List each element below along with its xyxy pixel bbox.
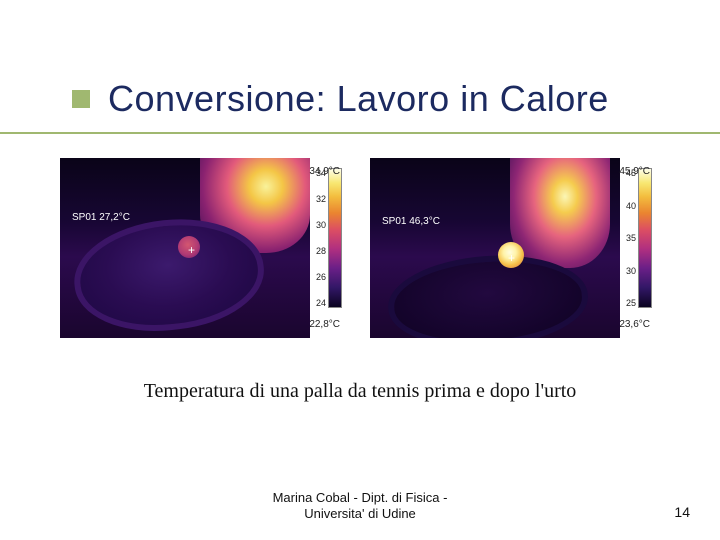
- tick: 35: [626, 233, 636, 243]
- tick: 28: [316, 246, 326, 256]
- footer-line-1: Marina Cobal - Dipt. di Fisica -: [273, 490, 448, 505]
- footer: Marina Cobal - Dipt. di Fisica - Univers…: [0, 490, 720, 523]
- page-number: 14: [674, 504, 690, 520]
- colorbar-before: 34,9°C 22,8°C: [328, 168, 342, 328]
- title-underline: [0, 132, 720, 134]
- thermal-images-row: SP01 27,2°C + 34,9°C 22,8°C 34 32 30 28 …: [60, 158, 660, 338]
- colorbar-ticks-after: 45 40 35 30 25: [626, 168, 636, 308]
- tick: 30: [316, 220, 326, 230]
- thermal-image-before: SP01 27,2°C +: [60, 158, 310, 338]
- tick: 25: [626, 298, 636, 308]
- colorbar-min: 22,8°C: [309, 319, 340, 330]
- spot-label-before: SP01 27,2°C: [72, 212, 130, 223]
- tick: 30: [626, 266, 636, 276]
- tick: 34: [316, 168, 326, 178]
- colorbar-after: 45,9°C 23,6°C: [638, 168, 652, 328]
- footer-line-2: Universita' di Udine: [304, 506, 416, 521]
- colorbar-min: 23,6°C: [619, 319, 650, 330]
- caption: Temperatura di una palla da tennis prima…: [0, 380, 720, 403]
- tick: 40: [626, 201, 636, 211]
- title-bullet-icon: [72, 90, 90, 108]
- crosshair-icon: +: [508, 252, 515, 264]
- slide-title: Conversione: Lavoro in Calore: [108, 78, 609, 120]
- spot-label-after: SP01 46,3°C: [382, 216, 440, 227]
- colorbar-ticks-before: 34 32 30 28 26 24: [316, 168, 326, 308]
- colorbar-gradient: [328, 168, 342, 308]
- slide-title-row: Conversione: Lavoro in Calore: [0, 78, 720, 120]
- thermal-image-after: SP01 46,3°C +: [370, 158, 620, 338]
- tick: 26: [316, 272, 326, 282]
- tick: 32: [316, 194, 326, 204]
- crosshair-icon: +: [188, 244, 195, 256]
- thermal-panel-before: SP01 27,2°C + 34,9°C 22,8°C 34 32 30 28 …: [60, 158, 350, 338]
- tick: 24: [316, 298, 326, 308]
- thermal-panel-after: SP01 46,3°C + 45,9°C 23,6°C 45 40 35 30 …: [370, 158, 660, 338]
- tick: 45: [626, 168, 636, 178]
- colorbar-gradient: [638, 168, 652, 308]
- arm-heat: [510, 158, 610, 268]
